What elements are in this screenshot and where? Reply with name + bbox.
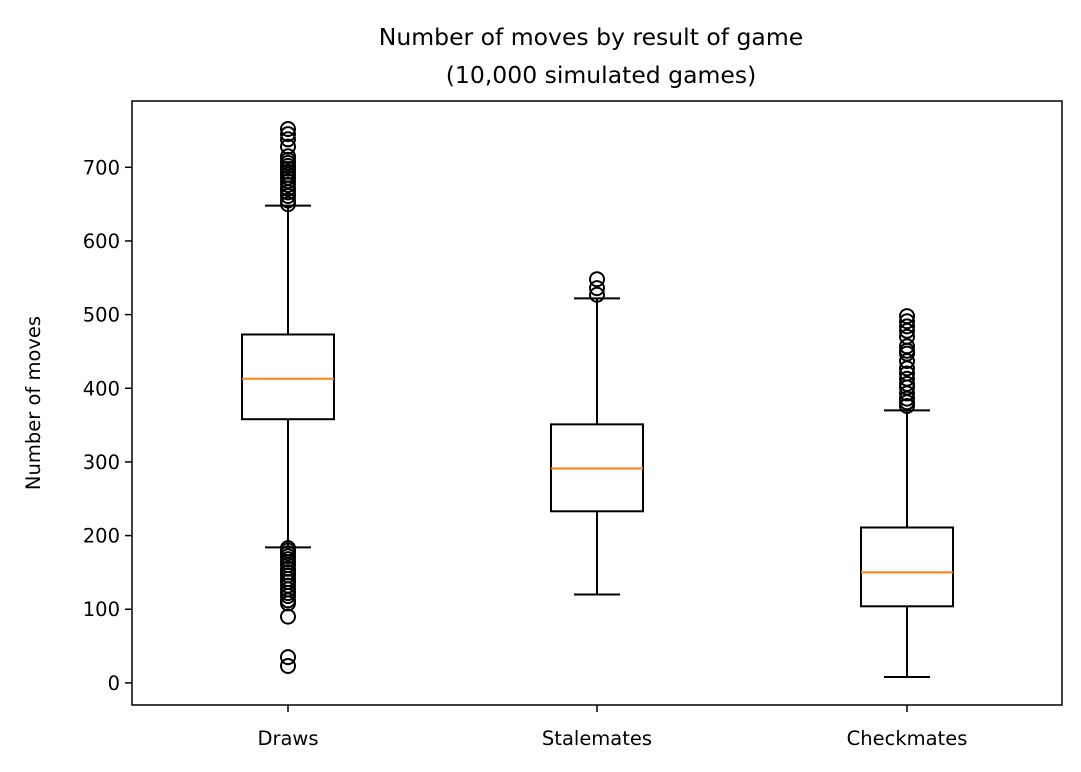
y-tick-label: 100	[83, 598, 120, 621]
box-draws	[241, 333, 335, 421]
outlier-point	[899, 313, 915, 330]
chart-title: Number of moves by result of game	[379, 23, 803, 51]
y-tick-label: 300	[83, 451, 120, 474]
outlier-point	[899, 328, 915, 345]
y-tick-label: 700	[83, 156, 120, 179]
axes-frame	[131, 100, 1063, 706]
outlier-point	[280, 131, 296, 148]
outlier-point	[899, 338, 915, 355]
x-tick-label: Draws	[257, 727, 318, 750]
outlier-point	[899, 365, 915, 382]
y-axis-label: Number of moves	[22, 316, 45, 490]
y-tick-label: 600	[83, 230, 120, 253]
outlier-point	[899, 370, 915, 387]
outlier-point	[589, 271, 605, 288]
y-tick-label: 0	[108, 672, 120, 695]
plot-area: 0 100 200 300 400 500 600 700 Draws Stalemates Che…	[83, 120, 968, 750]
outlier-point	[589, 286, 605, 303]
x-tick-label: Checkmates	[847, 727, 968, 750]
outlier-point	[280, 126, 296, 143]
outlier-point	[899, 375, 915, 392]
y-tick-label: 500	[83, 304, 120, 327]
outlier-point	[280, 192, 296, 209]
outlier-point	[899, 308, 915, 325]
box-checkmates	[860, 526, 954, 608]
outlier-point	[280, 540, 296, 557]
outlier-point	[280, 657, 296, 674]
outlier-point	[280, 649, 296, 666]
outlier-point	[280, 148, 296, 165]
x-tick-label: Stalemates	[542, 727, 652, 750]
y-tick-label: 400	[83, 377, 120, 400]
outlier-point	[280, 120, 296, 137]
chart-subtitle: (10,000 simulated games)	[446, 61, 757, 89]
outlier-point	[899, 318, 915, 335]
outlier-point	[589, 280, 605, 297]
outlier-point	[280, 138, 296, 155]
y-tick-label: 200	[83, 525, 120, 548]
